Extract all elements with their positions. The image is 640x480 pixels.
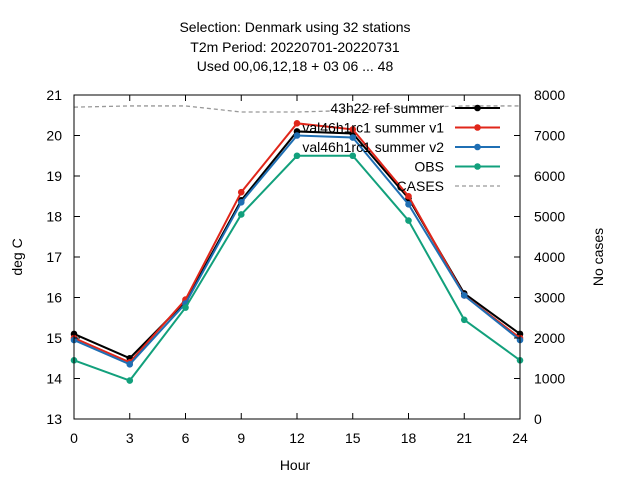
y-tick-label: 16 xyxy=(46,290,62,306)
x-tick-label: 18 xyxy=(401,430,417,446)
data-point xyxy=(182,304,189,311)
y2-axis-label: No cases xyxy=(590,228,606,286)
y2-tick-label: 4000 xyxy=(534,249,565,265)
chart-title: Selection: Denmark using 32 stations T2m… xyxy=(179,19,410,74)
data-point xyxy=(126,361,134,368)
y-tick-label: 17 xyxy=(46,249,62,265)
legend-marker xyxy=(474,143,481,151)
title-line-3: Used 00,06,12,18 + 03 06 ... 48 xyxy=(197,58,394,74)
data-point xyxy=(349,126,357,133)
legend-label: val46h1rc1 summer v2 xyxy=(302,139,444,155)
ticks-layer: 0 3 6 9 12 15 18 21 24 13 14 15 16 17 18 19 20 21 0 1000 200… xyxy=(46,87,565,446)
data-point xyxy=(237,188,245,196)
series-line-43h22_ref_summer xyxy=(73,130,521,360)
x-tick-label: 0 xyxy=(70,430,78,446)
plot-frame xyxy=(73,94,521,420)
x-tick-label: 15 xyxy=(345,430,361,446)
data-point xyxy=(349,152,357,160)
data-point xyxy=(349,134,357,141)
legend-item: 43h22 ref summer xyxy=(330,100,500,116)
y2-tick-label: 5000 xyxy=(534,209,565,225)
data-point xyxy=(460,292,468,299)
legend-item: val46h1rc1 summer v2 xyxy=(302,139,500,155)
x-tick-label: 3 xyxy=(126,430,134,446)
series-line-val46h1rc1_summer_v2 xyxy=(73,134,521,366)
series-line-val46h1rc1_summer_v1 xyxy=(73,122,521,364)
y2-tick-label: 2000 xyxy=(534,330,565,346)
cases-line xyxy=(73,105,520,113)
legend-label: CASES xyxy=(397,178,444,194)
y-tick-label: 20 xyxy=(46,128,62,144)
data-point xyxy=(237,199,245,206)
x-tick-label: 21 xyxy=(456,430,472,446)
x-tick-label: 9 xyxy=(237,430,245,446)
y2-tick-label: 8000 xyxy=(534,87,565,103)
y-tick-label: 13 xyxy=(46,411,62,427)
x-tick-label: 6 xyxy=(182,430,190,446)
data-point xyxy=(405,201,412,208)
legend-marker xyxy=(474,163,481,170)
data-point xyxy=(405,192,412,200)
series-43h22_ref_summer xyxy=(70,128,524,362)
y2-tick-label: 6000 xyxy=(534,168,565,184)
data-point xyxy=(293,120,301,127)
y-tick-label: 21 xyxy=(46,87,62,103)
legend-item: val46h1rc1 summer v1 xyxy=(302,120,500,136)
legend-item: CASES xyxy=(397,178,500,194)
data-point xyxy=(405,217,412,224)
y2-tick-label: 7000 xyxy=(534,128,565,144)
y-tick-label: 18 xyxy=(46,209,62,225)
legend-marker xyxy=(474,124,481,131)
y2-tick-label: 3000 xyxy=(534,290,565,306)
data-point xyxy=(293,132,301,139)
x-tick-label: 12 xyxy=(289,430,305,446)
y2-tick-label: 1000 xyxy=(534,371,565,387)
y-tick-label: 19 xyxy=(46,168,62,184)
data-point xyxy=(460,316,468,324)
title-line-2: T2m Period: 20220701-20220731 xyxy=(190,39,400,55)
legend: 43h22 ref summer val46h1rc1 summer v1 val4… xyxy=(302,100,500,194)
data-point xyxy=(126,377,134,384)
x-axis-label: Hour xyxy=(280,457,311,473)
x-tick-label: 24 xyxy=(512,430,528,446)
legend-label: OBS xyxy=(414,159,444,175)
legend-item: OBS xyxy=(414,159,500,175)
data-point xyxy=(237,211,245,218)
title-line-1: Selection: Denmark using 32 stations xyxy=(179,19,410,35)
y2-tick-label: 0 xyxy=(534,411,542,427)
series-val46h1rc1_summer_v2 xyxy=(70,132,524,368)
cases-layer xyxy=(73,105,520,113)
y-tick-label: 15 xyxy=(46,330,62,346)
legend-label: 43h22 ref summer xyxy=(330,100,444,116)
data-point xyxy=(293,152,301,160)
y-axis-label: deg C xyxy=(9,238,25,275)
legend-marker xyxy=(474,104,481,112)
y-tick-label: 14 xyxy=(46,371,62,387)
series-layer xyxy=(70,120,524,384)
legend-label: val46h1rc1 summer v1 xyxy=(302,120,444,136)
